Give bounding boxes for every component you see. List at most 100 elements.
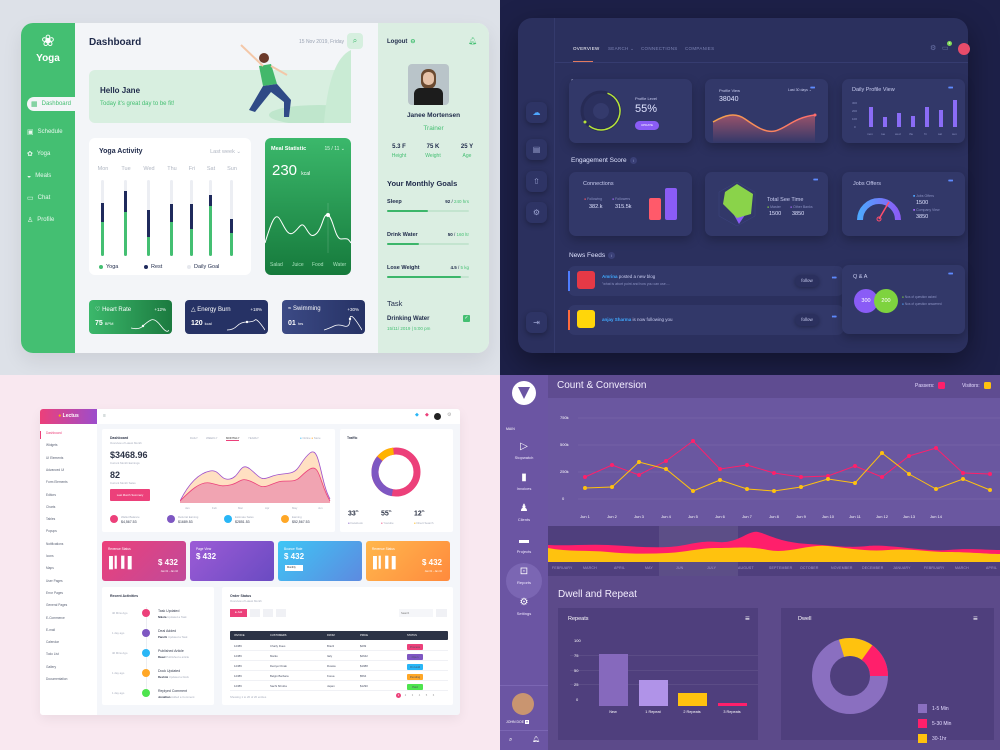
page-button[interactable]: 4	[418, 694, 421, 697]
gear-icon[interactable]: ⚙	[447, 412, 452, 418]
bell-icon[interactable]: 🔔︎	[532, 737, 540, 743]
stat-tile[interactable]: Revenue Status $ 432 Jan 01 - Jan 10 ▌▎▍▌	[366, 541, 450, 581]
sidebar-item-yoga[interactable]: ✿ Yoga	[27, 147, 50, 161]
range-select[interactable]: Monthly	[285, 565, 303, 571]
sidebar-item[interactable]: E-Commerce	[46, 615, 65, 620]
chat-icon[interactable]: ◆	[415, 412, 419, 418]
sidebar-item[interactable]: Todo List	[46, 652, 59, 657]
inbox-icon[interactable]: ▭ 3	[942, 41, 952, 52]
tab-daily[interactable]: DAILY	[190, 436, 198, 440]
more-icon[interactable]: •••	[831, 314, 837, 321]
sidebar-item[interactable]: E-mail	[46, 627, 56, 632]
table-row[interactable]: 12386 Marko Italy $2642 Open	[230, 651, 448, 661]
heart-rate-card[interactable]: ♡ Heart Rate +12% 75 BPM	[89, 300, 172, 334]
sidebar-item-schedule[interactable]: ▣ Schedule	[27, 125, 63, 139]
sidebar-item-rocket[interactable]: ⇧	[526, 171, 547, 192]
month-label[interactable]: DECEMBER	[862, 566, 884, 570]
sidebar-item[interactable]: General Pages	[46, 603, 68, 608]
range-navigator[interactable]: FEBRUARY MARCH APRIL MAY JUN JULY AUGUST SEPTEM…	[548, 526, 1000, 576]
sidebar-item[interactable]: Documentation	[46, 677, 68, 681]
nav-stopwatch[interactable]: ▷ Stopwatch	[500, 441, 548, 460]
menu-icon[interactable]: ≡	[745, 614, 750, 623]
energy-burn-card[interactable]: △ Energy Burn +18% 120 kcal	[185, 300, 268, 334]
more-icon[interactable]: •••	[813, 177, 818, 184]
sidebar-item[interactable]: Calendar	[46, 640, 59, 645]
tab-yearly[interactable]: YEARLY	[248, 436, 259, 440]
sidebar-item-profile[interactable]: ♙ Profile	[27, 213, 54, 227]
table-row[interactable]: 12386 Sachi Shruba Japan $1290 Paid	[230, 681, 448, 691]
sidebar-item-meals[interactable]: ◒ Meals	[27, 169, 51, 183]
sidebar-item[interactable]: UI Elements	[46, 455, 64, 460]
logout-button[interactable]: ⇥	[526, 312, 547, 333]
sidebar-item[interactable]: Charts	[46, 504, 56, 509]
month-label[interactable]: JUN	[676, 566, 684, 570]
more-icon[interactable]: •••	[948, 271, 953, 278]
logout-button[interactable]: Logout ⊖	[387, 38, 415, 45]
range-dropdown[interactable]: Last 30 days ⌄	[788, 88, 812, 92]
sidebar-item[interactable]: Dashboard	[46, 431, 62, 435]
more-icon[interactable]: •••	[831, 275, 837, 282]
table-row[interactable]: 12386 Deniyel Onak Russia $1988 On Hold	[230, 661, 448, 671]
summary-button[interactable]: Last Month Summary	[110, 489, 150, 501]
sidebar-item-settings[interactable]: ⚙	[526, 202, 547, 223]
export-button[interactable]	[276, 609, 286, 617]
sidebar-item[interactable]: User Pages	[46, 578, 63, 583]
month-label[interactable]: APRIL	[986, 566, 998, 570]
copy-button[interactable]	[250, 609, 260, 617]
add-button[interactable]: ⊕ Add	[230, 609, 247, 617]
month-label[interactable]: AUGUST	[738, 566, 754, 570]
stat-tile[interactable]: Bounce Rate $ 432 Monthly	[278, 541, 362, 581]
delete-button[interactable]	[263, 609, 273, 617]
update-button[interactable]: UPDATE	[635, 121, 659, 130]
sidebar-item[interactable]: Gallery	[46, 664, 57, 669]
month-label[interactable]: SEPTEMBER	[769, 566, 793, 570]
month-label[interactable]: FEBRUARY	[552, 566, 573, 570]
nav-projects[interactable]: ▬ Projects	[500, 535, 548, 554]
gear-icon[interactable]: ⚙	[930, 45, 937, 52]
sidebar-item[interactable]: Editors	[46, 492, 56, 497]
range-dropdown[interactable]: Last week ⌄	[210, 149, 241, 155]
more-icon[interactable]: •••	[948, 178, 953, 185]
bell-icon[interactable]: 🔔︎	[468, 38, 477, 45]
table-row[interactable]: 12386 Belgin Barbara Korea $564 Pending	[230, 671, 448, 681]
user-menu[interactable]: JOHN DOE ▾	[506, 720, 529, 724]
swimming-card[interactable]: ≈ Swimming +30% 01 hrs	[282, 300, 365, 334]
table-row[interactable]: 12386 Charly Dues Brazil $299 Process	[230, 641, 448, 651]
month-label[interactable]: FEBRUARY	[924, 566, 945, 570]
nav-invoices[interactable]: ▮ Invoices	[500, 472, 548, 491]
sidebar-item[interactable]: Advanced UI	[46, 467, 65, 472]
page-button[interactable]: 6	[432, 694, 435, 697]
sidebar-item[interactable]: Widgets	[46, 443, 58, 448]
month-label[interactable]: MARCH	[583, 566, 597, 570]
sidebar-item-chat[interactable]: ▭ Chat	[27, 191, 50, 205]
month-label[interactable]: JULY	[707, 566, 717, 570]
sidebar-item[interactable]: Tables	[46, 517, 56, 522]
month-label[interactable]: NOVEMBER	[831, 566, 853, 570]
search-icon[interactable]: ⌕	[509, 737, 513, 743]
sidebar-item[interactable]: Form Elements	[46, 480, 68, 485]
avatar[interactable]	[958, 43, 970, 55]
sidebar-item[interactable]: Notifications	[46, 541, 64, 546]
month-label[interactable]: OCTOBER	[800, 566, 819, 570]
sidebar-item[interactable]: Error Pages	[46, 590, 64, 595]
tab-weekly[interactable]: WEEKLY	[206, 436, 218, 440]
more-icon[interactable]: •••	[948, 85, 953, 92]
nav-clients[interactable]: ♟ Clients	[500, 503, 548, 522]
tab-monthly[interactable]: MONTHLY	[226, 436, 240, 441]
sidebar-item[interactable]: Icons	[46, 554, 54, 558]
mail-icon[interactable]: ◆	[425, 412, 429, 418]
more-icon[interactable]: •••	[810, 85, 815, 92]
sidebar-item-docs[interactable]: ▤	[526, 139, 547, 160]
page-button[interactable]: 1	[396, 693, 401, 698]
search-input[interactable]	[399, 609, 433, 617]
stat-tile[interactable]: Revenue Status $ 432 Jan 01 - Jan 10 ▌▎▍▌	[102, 541, 186, 581]
nav-settings[interactable]: ⚙ Settings	[500, 597, 548, 616]
month-label[interactable]: MAY	[645, 566, 653, 570]
month-label[interactable]: JANUARY	[893, 566, 911, 570]
menu-icon[interactable]: ≡	[103, 413, 106, 419]
user-avatar[interactable]	[512, 693, 534, 715]
sidebar-item-home[interactable]: ☁	[526, 102, 547, 123]
follow-button[interactable]: follow	[795, 314, 819, 326]
month-label[interactable]: MARCH	[955, 566, 969, 570]
tab-search[interactable]: SEARCH ⌄	[608, 46, 634, 52]
